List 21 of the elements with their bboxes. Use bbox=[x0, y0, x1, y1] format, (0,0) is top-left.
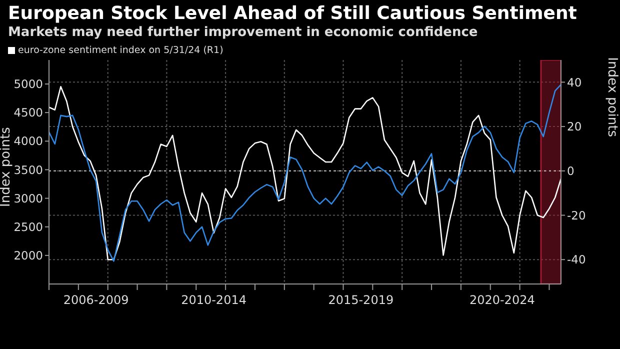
y-tick-label: 5000 bbox=[14, 77, 43, 92]
x-tick-label: 2020-2024 bbox=[469, 293, 535, 307]
chart-subtitle: Markets may need further improvement in economic confidence bbox=[8, 25, 478, 40]
y-tick-label: 3500 bbox=[14, 162, 43, 177]
y2-tick-label: -40 bbox=[567, 252, 586, 267]
y-tick-label: 2500 bbox=[14, 220, 43, 234]
y-tick-label: 4500 bbox=[14, 106, 43, 120]
y2-tick-label: 0 bbox=[567, 164, 574, 178]
x-tick-label: 2010-2014 bbox=[181, 293, 246, 307]
y-tick-label: 4000 bbox=[14, 134, 43, 148]
x-tick-label: 2006-2009 bbox=[63, 293, 129, 307]
y-axis-title: Index points bbox=[0, 126, 14, 207]
y2-tick-label: 40 bbox=[567, 75, 582, 90]
legend-label: euro-zone sentiment index on 5/31/24 (R1) bbox=[18, 45, 224, 56]
y2-tick-label: 20 bbox=[567, 120, 582, 134]
chart-title: European Stock Level Ahead of Still Cautious Sentiment bbox=[8, 3, 577, 24]
y-tick-label: 2000 bbox=[14, 248, 43, 263]
y2-tick-label: -20 bbox=[567, 208, 586, 222]
x-tick-label: 2015-2019 bbox=[328, 293, 394, 307]
y-tick-label: 3000 bbox=[14, 191, 43, 206]
y2-axis-title: Index points bbox=[604, 57, 620, 138]
